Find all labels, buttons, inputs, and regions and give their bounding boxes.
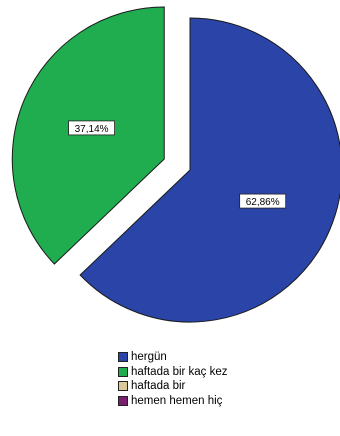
legend-item-hergun: hergün: [118, 350, 228, 365]
legend-label: haftada bir: [131, 380, 186, 393]
legend-swatch: [118, 395, 128, 406]
slice-value-label: 37,14%: [68, 120, 115, 136]
legend-item-haftada-bir: haftada bir: [118, 379, 228, 394]
legend-label: hemen hemen hiç: [131, 394, 223, 407]
legend-label: hergün: [131, 351, 167, 364]
legend-item-haftada-bir-kac-kez: haftada bir kaç kez: [118, 365, 228, 380]
legend-swatch: [118, 381, 128, 392]
legend-label: haftada bir kaç kez: [131, 365, 228, 378]
pie-chart-plot: 62,86% 37,14%: [11, 6, 340, 323]
svg-text:62,86%: 62,86%: [246, 197, 280, 208]
slice-value-label: 62,86%: [239, 193, 287, 209]
svg-text:37,14%: 37,14%: [75, 124, 109, 135]
chart-legend: hergün haftada bir kaç kez haftada bir h…: [118, 350, 228, 408]
legend-swatch: [118, 352, 128, 363]
pie-slice: [79, 17, 340, 323]
pie-slice: [11, 6, 165, 265]
legend-swatch: [118, 366, 128, 377]
legend-item-hemen-hemen-hic: hemen hemen hiç: [118, 394, 228, 409]
